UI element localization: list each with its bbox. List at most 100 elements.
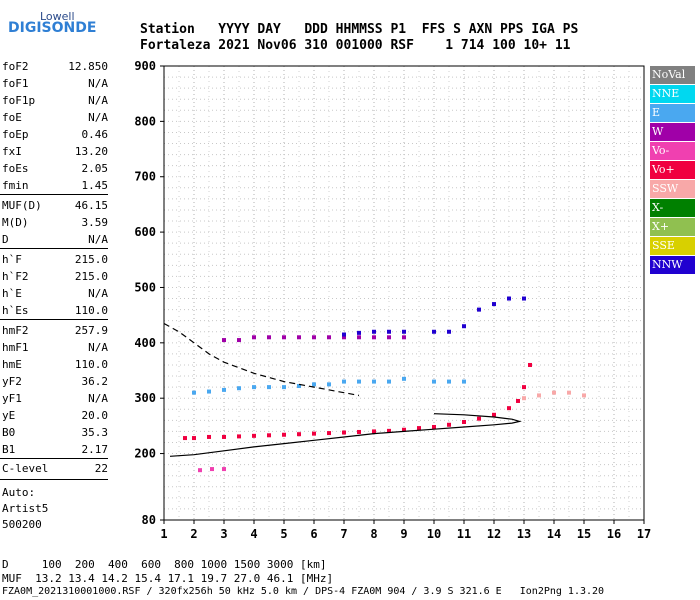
echo-point [210, 467, 214, 472]
param-value: 215.0 [74, 270, 108, 283]
x-tick-label: 8 [370, 527, 377, 541]
param-value: 3.59 [81, 216, 109, 229]
param-label: MUF(D) [2, 199, 42, 212]
echo-point [477, 307, 481, 312]
echo-point [312, 431, 316, 436]
x-tick-label: 12 [487, 527, 501, 541]
series-W [222, 335, 406, 343]
echo-point [372, 379, 376, 384]
echo-point [327, 431, 331, 436]
param-value: 215.0 [74, 253, 108, 266]
x-tick-label: 6 [310, 527, 317, 541]
echo-point [522, 396, 526, 401]
param-label: B1 [2, 443, 16, 456]
echo-point [357, 429, 361, 434]
param-label: h`F [2, 253, 22, 266]
echo-point [192, 436, 196, 441]
param-value: N/A [88, 233, 108, 246]
echo-point [342, 379, 346, 384]
y-tick-label: 700 [134, 170, 156, 184]
echo-point [537, 393, 541, 398]
legend-item: NNW [650, 256, 695, 274]
param-value: 46.15 [74, 199, 108, 212]
echo-point [432, 329, 436, 334]
echo-point [447, 329, 451, 334]
x-tick-label: 16 [607, 527, 621, 541]
param-label: C-level [2, 462, 49, 475]
echo-point [522, 385, 526, 390]
echo-point [402, 329, 406, 334]
echo-point [402, 376, 406, 381]
echo-point [516, 398, 520, 403]
echo-point [252, 335, 256, 340]
x-tick-label: 4 [250, 527, 257, 541]
series-SSW [522, 390, 586, 401]
echo-point [522, 296, 526, 301]
echo-point [237, 338, 241, 343]
legend-item: X+ [650, 218, 695, 236]
param-label: yF2 [2, 375, 22, 388]
param-label: foE [2, 111, 22, 124]
param-value: N/A [88, 111, 108, 124]
logo-digisonde: DIGISONDE [8, 20, 97, 36]
y-tick-label: 500 [134, 280, 156, 294]
header-line-1: Station YYYY DAY DDD HHMMSS P1 FFS S AXN… [140, 22, 579, 37]
echo-point [357, 330, 361, 335]
chart-axis-ticks: 1 2 3 4 5 6 7 8 9 10 11 12 13 14 15 16 17802003004005006… [134, 59, 651, 541]
param-label: foF1p [2, 94, 36, 107]
legend-item: W [650, 123, 695, 141]
echo-point [387, 329, 391, 334]
echo-point [297, 335, 301, 340]
x-tick-label: 11 [457, 527, 471, 541]
divider [0, 479, 108, 480]
legend-item: NoVal [650, 66, 695, 84]
param-value: 110.0 [74, 304, 108, 317]
param-value: 0.46 [81, 128, 109, 141]
echo-point [312, 335, 316, 340]
param-value: 1.45 [81, 179, 109, 192]
echo-point [447, 379, 451, 384]
param-label: foF2 [2, 60, 29, 73]
echo-point [327, 382, 331, 387]
legend-item: SSW [650, 180, 695, 198]
param-value: 13.20 [74, 145, 108, 158]
echo-point [387, 428, 391, 433]
param-label: h`E [2, 287, 22, 300]
echo-point [582, 393, 586, 398]
echo-point [252, 385, 256, 390]
echo-point [252, 433, 256, 438]
echo-point [222, 387, 226, 392]
param-label: h`F2 [2, 270, 29, 283]
echo-point [282, 385, 286, 390]
legend-item: SSE [650, 237, 695, 255]
legend-item: Vo+ [650, 161, 695, 179]
footer-distance-row: D 100 200 400 600 800 1000 1500 3000 [km… [2, 558, 327, 571]
echo-point [417, 426, 421, 431]
echo-point [528, 362, 532, 367]
echo-point [267, 433, 271, 438]
echo-point [372, 329, 376, 334]
divider [0, 194, 108, 195]
param-label: fxI [2, 145, 22, 158]
echo-point [387, 335, 391, 340]
x-tick-label: 17 [637, 527, 651, 541]
echo-point [492, 302, 496, 307]
x-tick-label: 13 [517, 527, 531, 541]
echo-point [432, 424, 436, 429]
param-label: D [2, 233, 9, 246]
series-Vo+ [183, 362, 532, 441]
echo-point [462, 379, 466, 384]
autoscaling-code: 500200 [2, 518, 42, 531]
echo-point [267, 335, 271, 340]
echo-point [297, 384, 301, 389]
echo-point [477, 416, 481, 421]
param-value: 35.3 [81, 426, 109, 439]
echo-point [552, 390, 556, 395]
echo-point [342, 430, 346, 435]
legend-item: NNE [650, 85, 695, 103]
param-value: N/A [88, 287, 108, 300]
legend-item: X- [650, 199, 695, 217]
param-label: h`Es [2, 304, 29, 317]
y-tick-label: 200 [134, 447, 156, 461]
